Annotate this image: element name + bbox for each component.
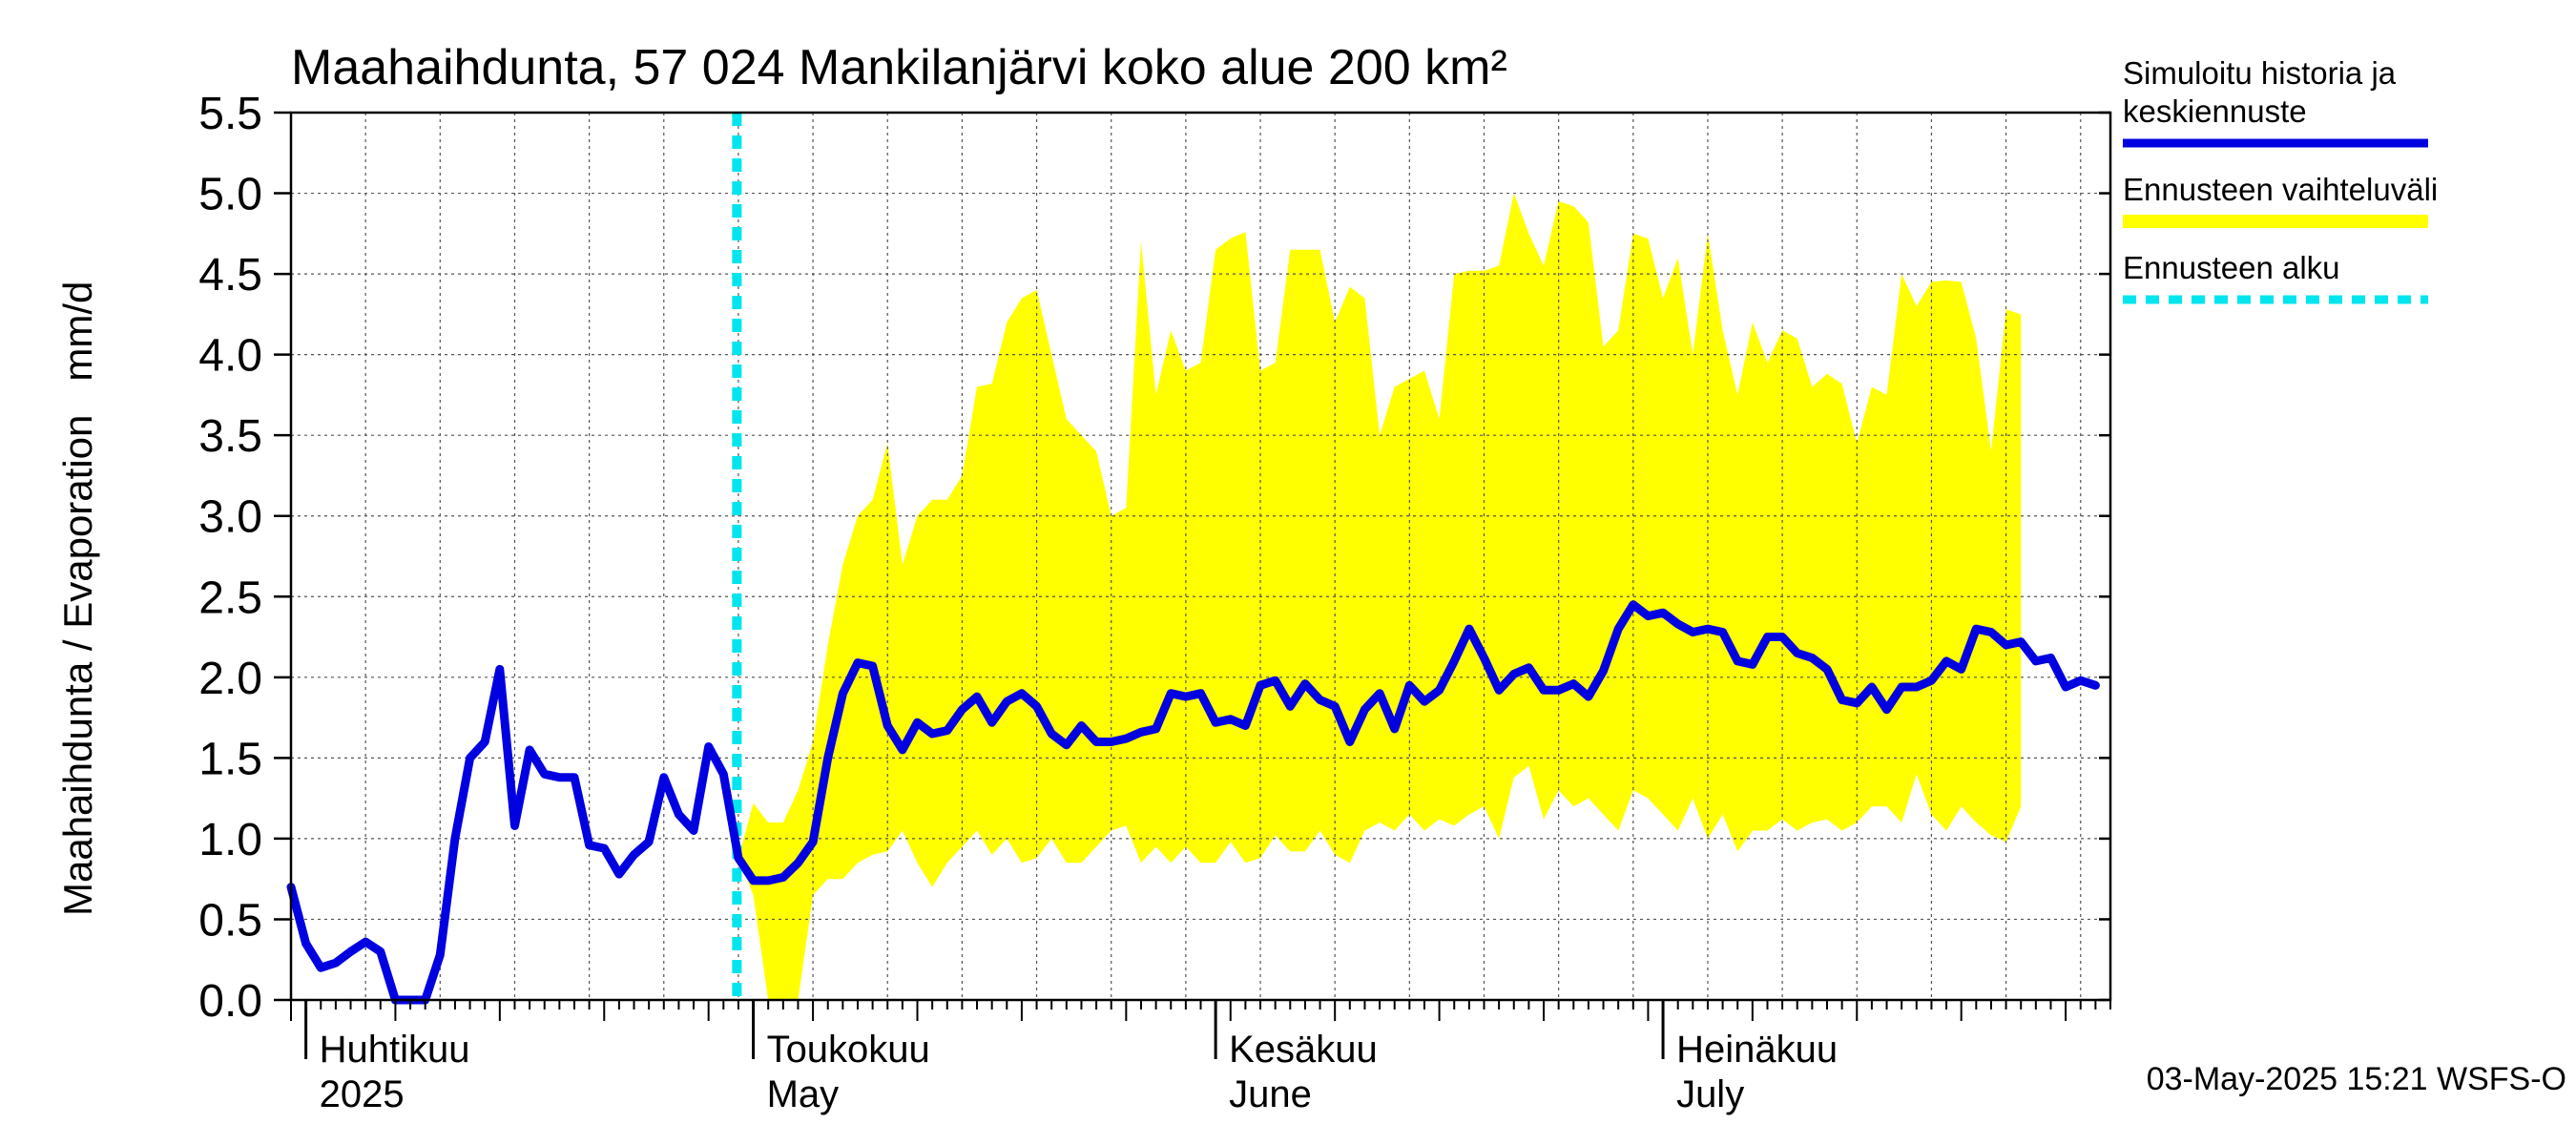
y-tick-label: 0.0 [198, 976, 262, 1027]
y-tick-label: 1.0 [198, 815, 262, 865]
month-label-en: May [767, 1073, 840, 1115]
legend-label: Ennusteen vaihteluväli [2123, 172, 2438, 207]
grid-lines [291, 113, 2110, 1000]
y-tick-label: 3.5 [198, 411, 262, 462]
y-tick-label: 2.5 [198, 572, 262, 623]
timestamp: 03-May-2025 15:21 WSFS-O [2147, 1061, 2566, 1097]
month-label-en: June [1229, 1073, 1312, 1115]
legend-item: Ennusteen alku [2123, 250, 2428, 304]
plot-area [286, 113, 2110, 1005]
month-label-en: 2025 [320, 1073, 405, 1115]
axes: 0.0 0.5 1.0 1.5 2.0 2.5 3.0 3.5 4.0 4.5 5.0 5.5 Huht… [198, 89, 2112, 1115]
y-tick-label: 5.5 [198, 89, 262, 139]
month-label-fi: Huhtikuu [320, 1029, 470, 1071]
legend-label: keskiennuste [2123, 94, 2307, 129]
y-axis-label: Maahaihdunta / Evaporation mm/d [55, 281, 100, 916]
month-label-en: July [1676, 1073, 1744, 1115]
legend-item: Ennusteen vaihteluväli [2123, 172, 2438, 228]
y-tick-label: 3.0 [198, 492, 262, 543]
y-tick-label: 4.5 [198, 250, 262, 301]
y-tick-label: 5.0 [198, 170, 262, 220]
y-tick-label: 2.0 [198, 654, 262, 704]
simulated-history-line [286, 600, 2100, 1005]
y-tick-label: 4.0 [198, 331, 262, 382]
month-label-fi: Heinäkuu [1676, 1029, 1838, 1071]
month-label-fi: Kesäkuu [1229, 1029, 1378, 1071]
y-tick-label: 0.5 [198, 895, 262, 946]
legend-label: Simuloitu historia ja [2123, 55, 2397, 91]
month-label-fi: Toukokuu [767, 1029, 930, 1071]
legend-label: Ennusteen alku [2123, 250, 2340, 285]
chart-title: Maahaihdunta, 57 024 Mankilanjärvi koko … [291, 40, 1507, 95]
y-tick-label: 1.5 [198, 734, 262, 784]
